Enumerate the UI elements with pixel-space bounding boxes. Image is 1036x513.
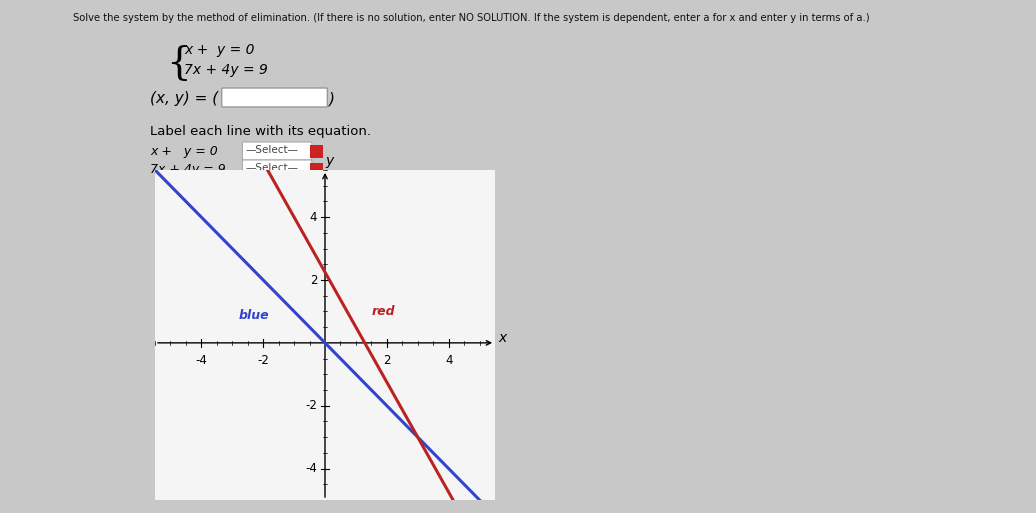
Text: 4: 4	[444, 354, 453, 367]
Text: 2: 2	[310, 273, 317, 286]
Text: -2: -2	[306, 399, 317, 412]
FancyBboxPatch shape	[242, 160, 312, 178]
Text: -2: -2	[257, 354, 269, 367]
Bar	[310, 163, 323, 176]
Text: ): )	[329, 91, 336, 106]
FancyBboxPatch shape	[242, 142, 312, 160]
FancyBboxPatch shape	[222, 88, 327, 107]
Text: {: {	[166, 45, 191, 82]
Bar	[310, 145, 323, 158]
Text: red: red	[371, 305, 395, 318]
Text: -4: -4	[196, 354, 207, 367]
Text: x +  y = 0: x + y = 0	[184, 43, 255, 57]
Text: Label each line with its equation.: Label each line with its equation.	[150, 125, 371, 138]
Text: 7x + 4y = 9: 7x + 4y = 9	[150, 163, 226, 176]
Text: blue: blue	[238, 309, 269, 322]
Text: —Select—: —Select—	[246, 145, 298, 155]
Text: —Select—: —Select—	[246, 163, 298, 173]
Text: (x, y) = (: (x, y) = (	[150, 91, 219, 106]
Text: 4: 4	[310, 211, 317, 224]
Text: -4: -4	[306, 462, 317, 475]
Text: Solve the system by the method of elimination. (If there is no solution, enter N: Solve the system by the method of elimin…	[73, 13, 869, 23]
Text: x: x	[498, 331, 507, 345]
Text: x +   y = 0: x + y = 0	[150, 145, 218, 158]
Text: y: y	[325, 154, 334, 168]
Text: 2: 2	[383, 354, 391, 367]
Text: 7x + 4y = 9: 7x + 4y = 9	[184, 63, 268, 77]
